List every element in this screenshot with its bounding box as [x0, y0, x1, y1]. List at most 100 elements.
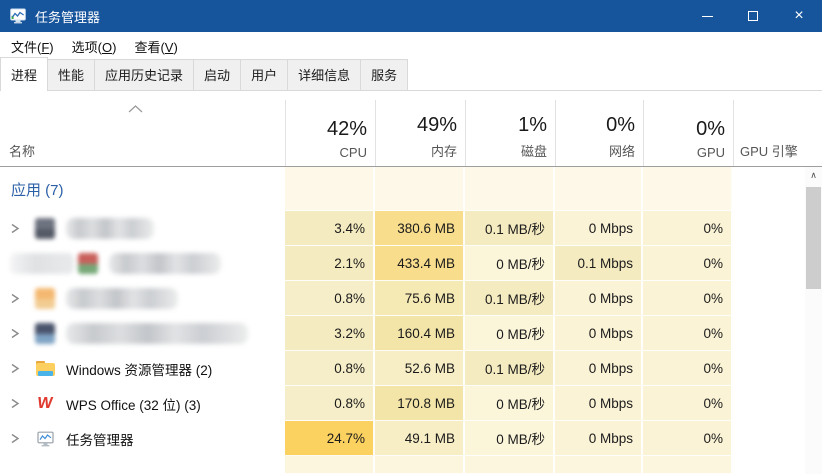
metric-cell: 170.8 MB — [375, 386, 465, 421]
process-row[interactable]: 任务管理器 24.7% 49.1 MB 0 MB/秒 0 Mbps 0% — [0, 421, 805, 456]
menu-view[interactable]: 查看(V) — [134, 39, 178, 55]
metric-cell: 0.8% — [285, 386, 375, 421]
column-header-memory[interactable]: 49% 内存 — [375, 100, 465, 166]
tab-services[interactable]: 服务 — [360, 59, 409, 90]
row-expand-chevron-icon[interactable] — [10, 328, 20, 339]
metric-cell: 3.4% — [285, 211, 375, 246]
metric-cell: 0 Mbps — [555, 351, 643, 386]
metric-cell: 0.8% — [285, 351, 375, 386]
redacted-process-name — [66, 288, 178, 309]
maximize-button[interactable] — [730, 0, 776, 32]
process-name-cell — [0, 281, 285, 316]
gpu-engine-cell — [733, 316, 805, 351]
menu-bar: 文件(F) 选项(O) 查看(V) — [0, 32, 822, 60]
menu-options[interactable]: 选项(O) — [71, 39, 117, 55]
metric-cell: 0% — [643, 351, 733, 386]
metric-cell: 0 MB/秒 — [465, 386, 555, 421]
metric-cell: 0 Mbps — [555, 211, 643, 246]
folder-icon — [35, 358, 55, 379]
close-button[interactable]: × — [776, 0, 822, 32]
group-header-label: 应用 (7) — [11, 181, 64, 199]
row-expand-chevron-icon[interactable] — [10, 433, 20, 444]
column-header-gpu-engine[interactable]: GPU 引擎 — [733, 100, 822, 166]
gpu-engine-cell — [733, 386, 805, 421]
column-header-gpu[interactable]: 0% GPU — [643, 100, 733, 166]
gpu-engine-cell — [733, 281, 805, 316]
gpu-engine-cell — [733, 167, 805, 211]
table-body: 应用 (7) 3.4% 380.6 MB 0.1 MB/秒 0 Mbps 0% 2.1% 43… — [0, 167, 805, 474]
gpu-engine-cell — [733, 421, 805, 456]
group-empty-cell — [465, 167, 555, 211]
minimize-button[interactable] — [684, 0, 730, 32]
tab-details[interactable]: 详细信息 — [287, 59, 362, 90]
scrollbar-thumb[interactable] — [806, 187, 821, 289]
redacted-app-icon — [35, 288, 55, 309]
scroll-up-arrow-icon: ∧ — [810, 170, 817, 180]
row-expand-chevron-icon[interactable] — [10, 223, 20, 234]
metric-cell: 0% — [643, 386, 733, 421]
scroll-up-button[interactable]: ∧ — [805, 167, 822, 184]
group-empty-cell — [375, 167, 465, 211]
process-name: 任务管理器 — [66, 432, 134, 448]
metric-cell: 0.1 MB/秒 — [465, 281, 555, 316]
column-header-name[interactable]: 名称 — [0, 100, 285, 166]
metric-cell: 0 Mbps — [555, 421, 643, 456]
redacted-app-icon — [78, 253, 98, 274]
process-row[interactable]: W WPS Office (32 位) (3) 0.8% 170.8 MB 0 MB/秒… — [0, 386, 805, 421]
metric-cell: 0% — [643, 246, 733, 281]
tab-users[interactable]: 用户 — [240, 59, 289, 90]
metric-cell: 0 MB/秒 — [465, 316, 555, 351]
row-expand-chevron-icon[interactable] — [10, 363, 20, 374]
process-row[interactable]: Windows 资源管理器 (2) 0.8% 52.6 MB 0.1 MB/秒 0 Mb… — [0, 351, 805, 386]
metric-cell: 0.1 Mbps — [555, 246, 643, 281]
column-header-network[interactable]: 0% 网络 — [555, 100, 643, 166]
tab-performance[interactable]: 性能 — [47, 59, 96, 90]
metric-cell: 160.4 MB — [375, 316, 465, 351]
process-row[interactable]: 3.4% 380.6 MB 0.1 MB/秒 0 Mbps 0% — [0, 211, 805, 246]
process-row[interactable]: 2.1% 433.4 MB 0 MB/秒 0.1 Mbps 0% — [0, 246, 805, 281]
metric-cell: 433.4 MB — [375, 246, 465, 281]
tab-startup[interactable]: 启动 — [193, 59, 242, 90]
column-header-disk[interactable]: 1% 磁盘 — [465, 100, 555, 166]
row-expand-chevron-icon[interactable] — [10, 293, 20, 304]
gpu-engine-cell — [733, 351, 805, 386]
process-name-cell: 任务管理器 — [0, 421, 285, 456]
redacted-process-name — [66, 218, 154, 239]
title-bar: 任务管理器 × — [0, 0, 822, 32]
window-controls: × — [684, 0, 822, 32]
process-name: WPS Office (32 位) (3) — [66, 397, 201, 413]
menu-file[interactable]: 文件(F) — [11, 39, 54, 55]
process-row[interactable]: 0.8% 75.6 MB 0.1 MB/秒 0 Mbps 0% — [0, 281, 805, 316]
group-empty-cell — [285, 167, 375, 211]
metric-cell: 3.2% — [285, 316, 375, 351]
metric-cell: 0 Mbps — [555, 281, 643, 316]
redacted-blur — [10, 253, 74, 274]
process-name-cell — [0, 211, 285, 246]
process-name-cell — [0, 316, 285, 351]
redacted-process-name — [66, 323, 248, 344]
redacted-app-icon — [35, 323, 55, 344]
empty-row — [0, 456, 805, 474]
metric-cell: 75.6 MB — [375, 281, 465, 316]
redacted-app-icon — [35, 218, 55, 239]
sort-ascending-icon — [128, 101, 143, 116]
row-expand-chevron-icon[interactable] — [10, 398, 20, 409]
metric-cell: 380.6 MB — [375, 211, 465, 246]
column-header-cpu[interactable]: 42% CPU — [285, 100, 375, 166]
group-header-row[interactable]: 应用 (7) — [0, 167, 805, 211]
tab-processes[interactable]: 进程 — [0, 57, 49, 91]
minimize-icon — [701, 15, 713, 17]
process-name: Windows 资源管理器 (2) — [66, 362, 213, 378]
metric-cell: 2.1% — [285, 246, 375, 281]
gpu-engine-cell — [733, 246, 805, 281]
metric-cell: 0 MB/秒 — [465, 246, 555, 281]
metric-cell: 0 MB/秒 — [465, 421, 555, 456]
task-manager-app-icon — [10, 8, 26, 24]
tab-app-history[interactable]: 应用历史记录 — [94, 59, 195, 90]
vertical-scrollbar[interactable]: ∧ — [805, 167, 822, 474]
maximize-icon — [748, 11, 758, 21]
metric-cell: 0.8% — [285, 281, 375, 316]
metric-cell: 24.7% — [285, 421, 375, 456]
process-row[interactable]: 3.2% 160.4 MB 0 MB/秒 0 Mbps 0% — [0, 316, 805, 351]
